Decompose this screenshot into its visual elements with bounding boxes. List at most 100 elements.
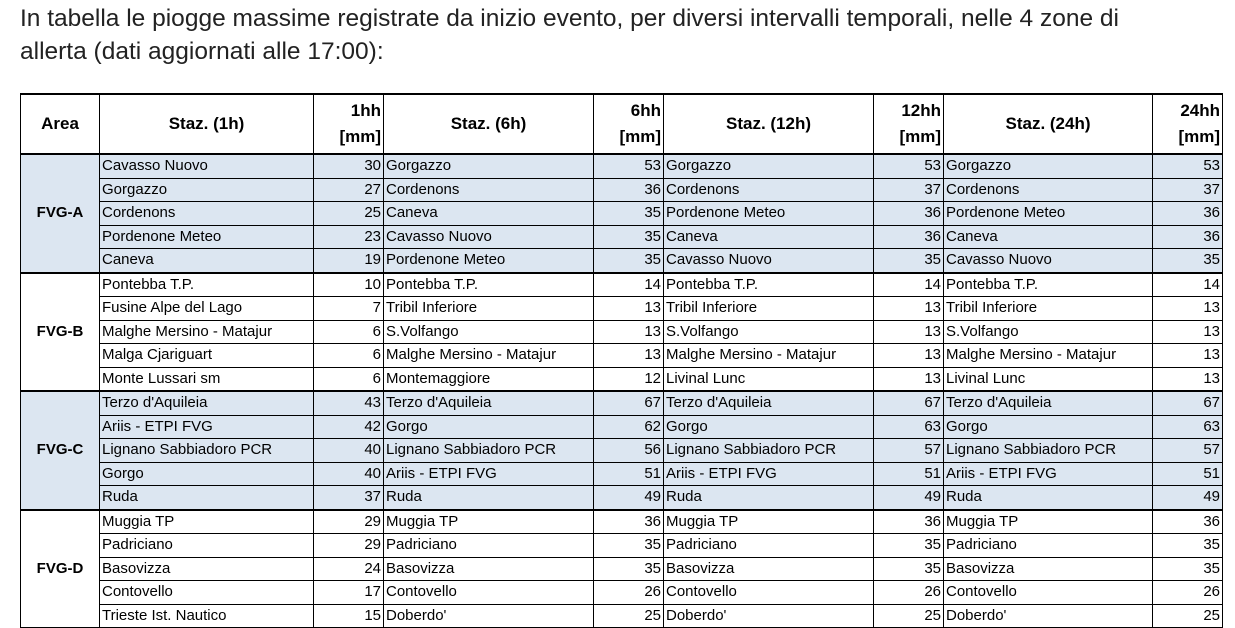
station-cell: Monte Lussari sm: [99, 366, 314, 392]
value-cell: 57: [873, 438, 944, 463]
value-cell: 36: [873, 508, 944, 534]
value-cell: 6: [313, 343, 384, 368]
station-cell: Basovizza: [99, 556, 314, 581]
station-cell: Cordenons: [383, 177, 594, 202]
station-cell: Pordenone Meteo: [943, 201, 1153, 226]
area-cell: FVG-C: [20, 390, 100, 510]
value-cell: 56: [593, 438, 664, 463]
table-row: Cordenons 25 Caneva 35 Pordenone Meteo 36 Pord…: [20, 201, 1223, 226]
station-cell: Muggia TP: [383, 508, 594, 534]
rain-table: Area Staz. (1h) 1hh [mm] Staz. (6h) 6hh [mm]…: [20, 93, 1223, 628]
station-cell: Muggia TP: [663, 508, 874, 534]
header-cell: Area: [20, 93, 100, 155]
value-cell: 19: [313, 248, 384, 273]
value-cell: 13: [1152, 319, 1223, 344]
value-cell: 13: [593, 319, 664, 344]
intro-line: allerta (dati aggiornati alle 17:00):: [20, 38, 384, 65]
station-cell: Gorgo: [663, 414, 874, 439]
value-cell: 30: [313, 153, 384, 179]
station-cell: Basovizza: [663, 556, 874, 581]
value-cell: 67: [1152, 390, 1223, 416]
header-cell: Staz. (6h): [383, 93, 594, 155]
value-cell: 36: [1152, 224, 1223, 249]
value-cell: 53: [593, 153, 664, 179]
station-cell: Gorgo: [383, 414, 594, 439]
station-cell: Ariis - ETPI FVG: [663, 461, 874, 486]
value-cell: 17: [313, 580, 384, 605]
value-cell: 51: [1152, 461, 1223, 486]
value-cell: 43: [313, 390, 384, 416]
station-cell: Cavasso Nuovo: [943, 248, 1153, 273]
station-cell: S.Volfango: [663, 319, 874, 344]
value-cell: 42: [313, 414, 384, 439]
station-cell: Pontebba T.P.: [663, 271, 874, 297]
station-cell: Pordenone Meteo: [663, 201, 874, 226]
station-cell: Ruda: [663, 485, 874, 510]
value-cell: 36: [873, 201, 944, 226]
station-cell: Muggia TP: [943, 508, 1153, 534]
table-row: Gorgazzo 27 Cordenons 36 Cordenons 37 Cordenon…: [20, 177, 1223, 202]
value-cell: 36: [593, 177, 664, 202]
value-cell: 57: [1152, 438, 1223, 463]
table-row: FVG-A Cavasso Nuovo 30 Gorgazzo 53 Gorgazzo 53…: [20, 153, 1223, 273]
table-row: Fusine Alpe del Lago 7 Tribil Inferiore 13 T…: [20, 296, 1223, 321]
station-cell: Padriciano: [943, 533, 1153, 558]
header-cell: Staz. (12h): [663, 93, 874, 155]
value-cell: 12: [593, 366, 664, 392]
station-cell: Ariis - ETPI FVG: [383, 461, 594, 486]
value-cell: 14: [593, 271, 664, 297]
station-cell: Gorgo: [943, 414, 1153, 439]
value-cell: 35: [593, 201, 664, 226]
value-cell: 36: [1152, 201, 1223, 226]
station-cell: Terzo d'Aquileia: [663, 390, 874, 416]
station-cell: Tribil Inferiore: [383, 296, 594, 321]
station-cell: S.Volfango: [383, 319, 594, 344]
value-cell: 63: [1152, 414, 1223, 439]
area-cell: FVG-B: [20, 271, 100, 392]
value-cell: 7: [313, 296, 384, 321]
value-cell: 25: [313, 201, 384, 226]
value-cell: 35: [593, 533, 664, 558]
station-cell: Caneva: [99, 248, 314, 273]
header-cell: Staz. (24h): [943, 93, 1153, 155]
table-row: Malghe Mersino - Matajur 6 S.Volfango 13 S.V…: [20, 319, 1223, 344]
intro-line: In tabella le piogge massime registrate …: [20, 5, 1119, 32]
station-cell: Doberdo': [943, 603, 1153, 628]
table-row: Trieste Ist. Nautico 15 Doberdo' 25 Doberdo'…: [20, 603, 1223, 628]
area-cell: FVG-D: [20, 508, 100, 628]
value-cell: 37: [1152, 177, 1223, 202]
station-cell: Ariis - ETPI FVG: [99, 414, 314, 439]
value-cell: 35: [873, 533, 944, 558]
table-row: Gorgo 40 Ariis - ETPI FVG 51 Ariis - ETPI FV…: [20, 461, 1223, 486]
value-cell: 13: [873, 366, 944, 392]
intro-text: In tabella le piogge massime registrate …: [20, 2, 1119, 68]
station-cell: Cordenons: [663, 177, 874, 202]
value-cell: 35: [1152, 533, 1223, 558]
station-cell: Malga Cjariguart: [99, 343, 314, 368]
table-row: FVG-C Terzo d'Aquileia 43 Terzo d'Aquileia 6…: [20, 390, 1223, 510]
station-cell: Cordenons: [943, 177, 1153, 202]
table-row: Ruda 37 Ruda 49 Ruda 49 Ruda 49: [20, 485, 1223, 510]
value-cell: 53: [1152, 153, 1223, 179]
value-cell: 67: [593, 390, 664, 416]
value-cell: 51: [873, 461, 944, 486]
value-cell: 35: [593, 224, 664, 249]
station-cell: Terzo d'Aquileia: [383, 390, 594, 416]
value-cell: 29: [313, 508, 384, 534]
header-cell: 6hh [mm]: [593, 93, 664, 155]
station-cell: Cavasso Nuovo: [99, 153, 314, 179]
table-row: Pordenone Meteo 23 Cavasso Nuovo 35 Caneva 36…: [20, 224, 1223, 249]
value-cell: 6: [313, 319, 384, 344]
station-cell: Tribil Inferiore: [943, 296, 1153, 321]
station-cell: Basovizza: [943, 556, 1153, 581]
header-cell: 12hh [mm]: [873, 93, 944, 155]
station-cell: Gorgazzo: [383, 153, 594, 179]
header-row: Area Staz. (1h) 1hh [mm] Staz. (6h) 6hh [mm]…: [20, 93, 1223, 155]
table-row: Ariis - ETPI FVG 42 Gorgo 62 Gorgo 63 Gorgo 63: [20, 414, 1223, 439]
station-cell: S.Volfango: [943, 319, 1153, 344]
table-row: Caneva 19 Pordenone Meteo 35 Cavasso Nuovo 35…: [20, 248, 1223, 273]
station-cell: Padriciano: [383, 533, 594, 558]
station-cell: Tribil Inferiore: [663, 296, 874, 321]
station-cell: Pontebba T.P.: [383, 271, 594, 297]
value-cell: 25: [873, 603, 944, 628]
